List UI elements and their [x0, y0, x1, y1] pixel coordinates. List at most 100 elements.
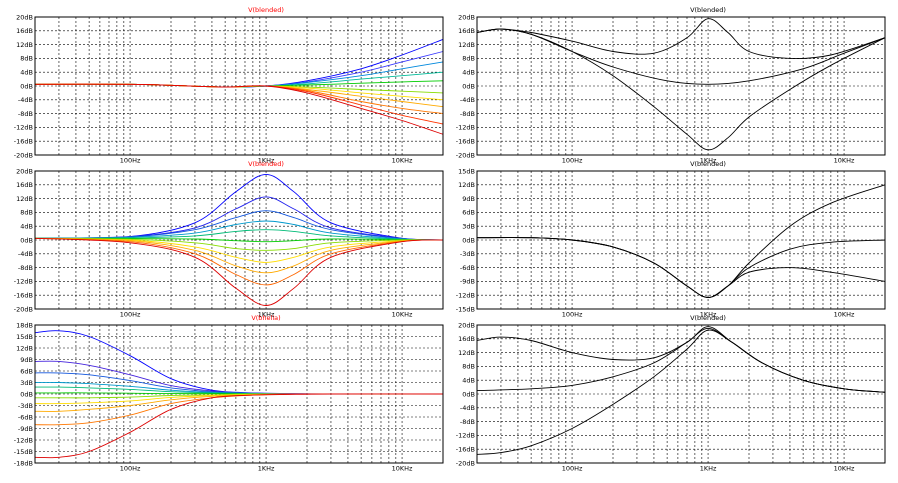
y-tick-label: 6dB	[20, 367, 33, 375]
x-tick-label: 100Hz	[120, 311, 141, 319]
y-tick-label: -8dB	[460, 110, 475, 118]
x-tick-label: 10KHz	[834, 311, 855, 319]
series-line-10	[34, 237, 444, 286]
chart-title: V(blended)	[248, 6, 284, 14]
series-line-7	[34, 237, 444, 251]
y-tick-label: 12dB	[16, 41, 33, 49]
y-tick-label: -4dB	[460, 404, 475, 412]
series-line-3	[34, 210, 444, 241]
chart-title: V(blended)	[690, 6, 726, 14]
x-tick-label: 100Hz	[562, 157, 583, 165]
y-tick-label: 0dB	[462, 236, 475, 244]
y-tick-label: 0dB	[20, 236, 33, 244]
y-tick-label: 4dB	[20, 223, 33, 231]
x-tick-label: 1KHz	[258, 157, 275, 165]
x-tick-label: 100Hz	[562, 465, 583, 473]
x-tick-label: 1KHz	[258, 311, 275, 319]
y-tick-label: 9dB	[462, 195, 475, 203]
series-line-4	[34, 220, 444, 241]
x-tick-label: 10KHz	[834, 157, 855, 165]
plot-frame	[34, 324, 444, 464]
chart-blended-response-a: 20dB 16dB 12dB 8dB 4dB 0dB -4dB -8dB -12dB -16dB -…	[456, 6, 886, 165]
chart-treble-eq: 20dB 16dB 12dB 8dB 4dB 0dB -4dB -8dB -12dB -16dB -…	[14, 6, 444, 165]
y-tick-label: -12dB	[456, 432, 475, 440]
y-tick-label: -12dB	[456, 124, 475, 132]
y-tick-label: 0dB	[462, 390, 475, 398]
x-tick-label: 100Hz	[120, 157, 141, 165]
y-tick-label: 0dB	[462, 82, 475, 90]
series-line-3	[476, 329, 886, 455]
y-tick-label: -12dB	[14, 278, 33, 286]
x-tick-label: 10KHz	[834, 465, 855, 473]
y-tick-label: -18dB	[14, 459, 33, 467]
series-line-11	[34, 83, 444, 135]
x-tick-label: 1KHz	[258, 465, 275, 473]
y-tick-label: 15dB	[458, 167, 475, 175]
plot-frame	[476, 16, 886, 156]
y-tick-label: 3dB	[20, 379, 33, 387]
chart-blended-response-c: 20dB 16dB 12dB 8dB 4dB 0dB -4dB -8dB -12dB -16dB -…	[456, 314, 886, 473]
y-tick-label: 18dB	[16, 321, 33, 329]
y-tick-label: -8dB	[460, 418, 475, 426]
y-tick-label: 4dB	[20, 69, 33, 77]
chart-mid-eq: 20dB 16dB 12dB 8dB 4dB 0dB -4dB -8dB -12dB -16dB -…	[14, 160, 444, 319]
x-tick-label: 10KHz	[392, 157, 413, 165]
y-tick-label: 3dB	[462, 223, 475, 231]
series-line-3	[476, 28, 886, 151]
y-tick-label: -16dB	[456, 446, 475, 454]
chart-title: V(blended)	[690, 160, 726, 168]
y-tick-label: -12dB	[456, 292, 475, 300]
y-tick-label: -3dB	[460, 250, 475, 258]
y-tick-label: -4dB	[18, 96, 33, 104]
chart-blended-response-b: 15dB 12dB 9dB 6dB 3dB 0dB -3dB -6dB -9dB -12dB -15…	[456, 160, 886, 319]
y-tick-label: 20dB	[16, 167, 33, 175]
y-tick-label: -8dB	[18, 264, 33, 272]
series-line-11	[34, 237, 444, 306]
y-tick-label: 8dB	[20, 209, 33, 217]
chart-title: V(blended)	[248, 160, 284, 168]
y-tick-label: -20dB	[14, 305, 33, 313]
y-tick-label: -4dB	[18, 250, 33, 258]
y-tick-label: 4dB	[462, 69, 475, 77]
y-tick-label: 6dB	[462, 209, 475, 217]
plot-frame	[476, 170, 886, 310]
y-tick-label: -9dB	[18, 425, 33, 433]
y-tick-label: -20dB	[456, 459, 475, 467]
chart-title: V(blended)	[690, 314, 726, 322]
y-tick-label: 16dB	[458, 335, 475, 343]
series-line-3	[476, 237, 886, 298]
x-tick-label: 1KHz	[700, 157, 717, 165]
y-tick-label: -3dB	[18, 402, 33, 410]
y-tick-label: -8dB	[18, 110, 33, 118]
y-tick-label: 16dB	[16, 181, 33, 189]
y-tick-label: 0dB	[20, 82, 33, 90]
y-tick-label: -6dB	[18, 413, 33, 421]
plot-frame	[476, 324, 886, 464]
series-line-11	[34, 393, 444, 459]
y-tick-label: 0dB	[20, 390, 33, 398]
series-line-6	[34, 237, 444, 243]
y-tick-label: -15dB	[14, 448, 33, 456]
chart-title: V(bhelia)	[251, 314, 280, 322]
y-tick-label: 16dB	[16, 27, 33, 35]
x-tick-label: 1KHz	[700, 465, 717, 473]
y-tick-label: -15dB	[456, 305, 475, 313]
plot-frame	[34, 170, 444, 310]
y-tick-label: 8dB	[462, 55, 475, 63]
plot-frame	[34, 16, 444, 156]
y-tick-label: 20dB	[16, 13, 33, 21]
y-tick-label: -9dB	[460, 278, 475, 286]
y-tick-label: 16dB	[458, 27, 475, 35]
y-tick-label: -16dB	[14, 138, 33, 146]
x-tick-label: 10KHz	[392, 465, 413, 473]
x-tick-label: 100Hz	[120, 465, 141, 473]
y-tick-label: 12dB	[458, 349, 475, 357]
y-tick-label: 12dB	[16, 344, 33, 352]
y-tick-label: 20dB	[458, 321, 475, 329]
y-tick-label: -6dB	[460, 264, 475, 272]
y-tick-label: -12dB	[14, 436, 33, 444]
y-tick-label: 12dB	[458, 181, 475, 189]
y-tick-label: -20dB	[14, 151, 33, 159]
y-tick-label: -4dB	[460, 96, 475, 104]
